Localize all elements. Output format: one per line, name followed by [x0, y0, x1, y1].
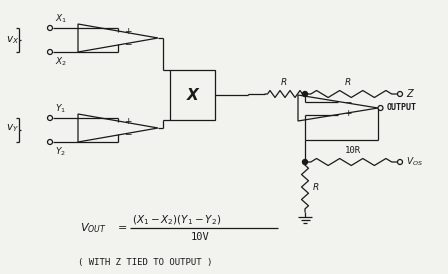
Text: OUTPUT: OUTPUT [387, 104, 417, 113]
Text: −: − [344, 98, 352, 107]
Text: $V_{OS}$: $V_{OS}$ [406, 156, 423, 168]
Text: R: R [313, 182, 319, 192]
Text: =: = [118, 223, 127, 233]
Text: +: + [124, 118, 132, 127]
Text: $X_2$: $X_2$ [55, 55, 67, 67]
Text: +: + [124, 27, 132, 36]
Text: $v_X$: $v_X$ [6, 34, 19, 46]
Text: $(X_1 - X_2)(Y_1 - Y_2)$: $(X_1 - X_2)(Y_1 - Y_2)$ [132, 213, 221, 227]
Text: ( WITH Z TIED TO OUTPUT ): ( WITH Z TIED TO OUTPUT ) [78, 258, 212, 267]
Text: 10V: 10V [191, 232, 209, 242]
Text: Z: Z [406, 89, 413, 99]
Text: $Y_1$: $Y_1$ [55, 102, 66, 115]
Text: R: R [345, 78, 351, 87]
Text: R: R [281, 78, 287, 87]
Text: X: X [187, 87, 198, 102]
Bar [170, 70, 215, 120]
Text: +: + [344, 110, 352, 118]
Text: $Y_2$: $Y_2$ [55, 145, 66, 158]
Circle shape [302, 92, 307, 96]
Text: $X_1$: $X_1$ [55, 13, 67, 25]
Text: $v_Y$: $v_Y$ [6, 122, 19, 134]
Text: 10R: 10R [345, 146, 361, 155]
Text: −: − [124, 130, 132, 138]
Circle shape [302, 159, 307, 164]
Text: $V_{OUT}$: $V_{OUT}$ [80, 221, 107, 235]
Text: −: − [124, 39, 132, 48]
